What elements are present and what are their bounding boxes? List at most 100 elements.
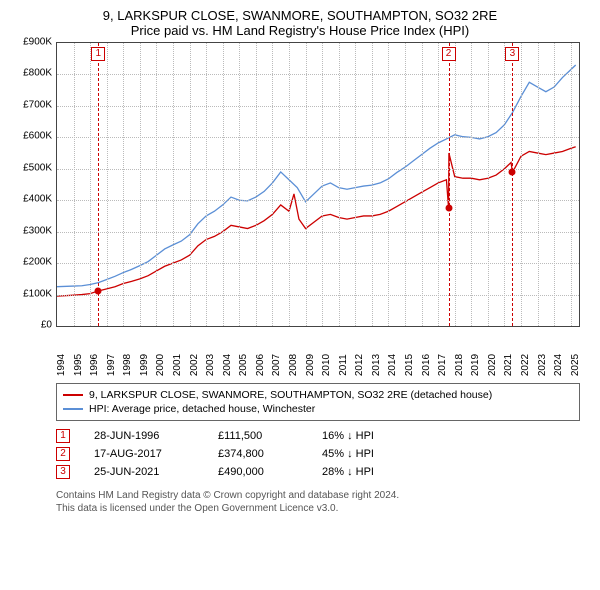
gridline-h — [57, 106, 579, 107]
x-tick-label: 2016 — [421, 354, 432, 376]
gridline-v — [355, 43, 356, 326]
x-tick-label: 2021 — [503, 354, 514, 376]
x-tick-label: 2012 — [354, 354, 365, 376]
x-tick-label: 2013 — [371, 354, 382, 376]
x-tick-label: 2005 — [238, 354, 249, 376]
gridline-v — [422, 43, 423, 326]
sales-marker-box: 3 — [56, 465, 70, 479]
gridline-v — [438, 43, 439, 326]
sale-dot — [509, 168, 516, 175]
marker-line — [512, 43, 513, 326]
legend-swatch-2 — [63, 408, 83, 410]
y-tick-label: £300K — [23, 225, 52, 236]
gridline-v — [521, 43, 522, 326]
gridline-v — [571, 43, 572, 326]
gridline-v — [74, 43, 75, 326]
x-tick-label: 2011 — [338, 354, 349, 376]
footer: Contains HM Land Registry data © Crown c… — [56, 489, 580, 515]
chart-area: £0£100K£200K£300K£400K£500K£600K£700K£80… — [12, 42, 588, 377]
sales-row: 3 25-JUN-2021 £490,000 28% ↓ HPI — [56, 463, 580, 481]
x-tick-label: 2008 — [288, 354, 299, 376]
x-tick-label: 1998 — [122, 354, 133, 376]
gridline-h — [57, 169, 579, 170]
x-tick-label: 2010 — [321, 354, 332, 376]
x-tick-label: 2014 — [387, 354, 398, 376]
title-subtitle: Price paid vs. HM Land Registry's House … — [12, 23, 588, 38]
gridline-v — [256, 43, 257, 326]
gridline-h — [57, 295, 579, 296]
marker-line — [98, 43, 99, 326]
gridline-v — [372, 43, 373, 326]
footer-line-2: This data is licensed under the Open Gov… — [56, 502, 580, 515]
x-tick-label: 1996 — [89, 354, 100, 376]
gridline-v — [107, 43, 108, 326]
sales-date: 25-JUN-2021 — [94, 466, 194, 478]
x-tick-label: 2017 — [437, 354, 448, 376]
legend-swatch-1 — [63, 394, 83, 396]
y-tick-label: £400K — [23, 194, 52, 205]
gridline-v — [322, 43, 323, 326]
gridline-v — [504, 43, 505, 326]
gridline-v — [405, 43, 406, 326]
y-tick-label: £100K — [23, 288, 52, 299]
gridline-v — [306, 43, 307, 326]
x-tick-label: 2002 — [189, 354, 200, 376]
plot-area: 123 — [56, 42, 580, 327]
x-tick-label: 1995 — [73, 354, 84, 376]
marker-box: 2 — [442, 47, 456, 61]
legend-label-2: HPI: Average price, detached house, Winc… — [89, 403, 315, 415]
x-tick-label: 2019 — [470, 354, 481, 376]
x-tick-label: 2004 — [222, 354, 233, 376]
titles: 9, LARKSPUR CLOSE, SWANMORE, SOUTHAMPTON… — [12, 8, 588, 38]
y-tick-label: £700K — [23, 99, 52, 110]
gridline-h — [57, 137, 579, 138]
legend-label-1: 9, LARKSPUR CLOSE, SWANMORE, SOUTHAMPTON… — [89, 389, 492, 401]
legend-row-2: HPI: Average price, detached house, Winc… — [63, 402, 573, 416]
gridline-v — [239, 43, 240, 326]
y-tick-label: £0 — [41, 320, 52, 331]
marker-box: 1 — [91, 47, 105, 61]
gridline-v — [223, 43, 224, 326]
sales-row: 128-JUN-1996£111,50016% ↓ HPI — [56, 427, 580, 445]
sales-pct: 28% ↓ HPI — [322, 466, 422, 478]
gridline-v — [140, 43, 141, 326]
sales-pct: 45% ↓ HPI — [322, 448, 422, 460]
x-tick-label: 2015 — [404, 354, 415, 376]
sales-table: 128-JUN-1996£111,50016% ↓ HPI217-AUG-201… — [56, 427, 580, 481]
y-tick-label: £800K — [23, 68, 52, 79]
sales-marker-box: 1 — [56, 429, 70, 443]
x-tick-label: 2025 — [570, 354, 581, 376]
gridline-v — [156, 43, 157, 326]
gridline-h — [57, 74, 579, 75]
gridline-v — [471, 43, 472, 326]
gridline-v — [339, 43, 340, 326]
sale-dot — [95, 287, 102, 294]
y-tick-label: £200K — [23, 257, 52, 268]
marker-line — [449, 43, 450, 326]
gridline-v — [272, 43, 273, 326]
gridline-v — [538, 43, 539, 326]
gridline-h — [57, 263, 579, 264]
gridline-h — [57, 200, 579, 201]
gridline-v — [455, 43, 456, 326]
sales-date: 17-AUG-2017 — [94, 448, 194, 460]
sales-price: £111,500 — [218, 430, 298, 442]
gridline-v — [289, 43, 290, 326]
sales-price: £374,800 — [218, 448, 298, 460]
x-tick-label: 2023 — [537, 354, 548, 376]
gridline-v — [173, 43, 174, 326]
gridline-v — [206, 43, 207, 326]
gridline-v — [190, 43, 191, 326]
series-line — [57, 65, 576, 287]
sales-price: £490,000 — [218, 466, 298, 478]
x-tick-label: 2006 — [255, 354, 266, 376]
x-tick-label: 2024 — [553, 354, 564, 376]
line-svg — [57, 43, 579, 326]
sales-date: 28-JUN-1996 — [94, 430, 194, 442]
x-tick-label: 1999 — [139, 354, 150, 376]
x-tick-label: 2022 — [520, 354, 531, 376]
x-tick-label: 1997 — [106, 354, 117, 376]
x-tick-label: 2020 — [487, 354, 498, 376]
x-tick-label: 2000 — [155, 354, 166, 376]
sales-row: 217-AUG-2017£374,80045% ↓ HPI — [56, 445, 580, 463]
